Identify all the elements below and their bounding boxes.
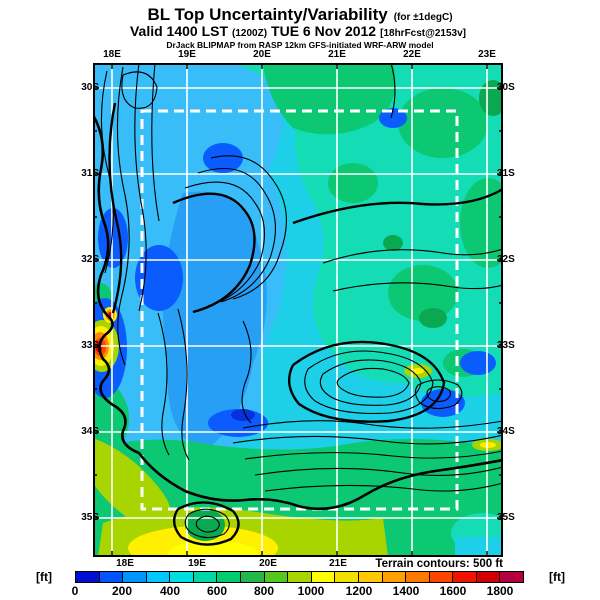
colorbar-cell — [193, 572, 218, 582]
colorbar-cell — [335, 572, 359, 582]
colorbar-tick-1600: 1600 — [439, 584, 467, 598]
colorbar-tick-1800: 1800 — [486, 584, 514, 598]
valid-time-line: Valid 1400 LST (1200Z) TUE 6 Nov 2012 [1… — [0, 23, 600, 39]
colorbar-tick-1200: 1200 — [345, 584, 373, 598]
colorbar-cell — [406, 572, 430, 582]
colorbar-cell — [170, 572, 194, 582]
bottom-tick-18e: 18E — [116, 558, 134, 569]
terrain-contour-note: Terrain contours: 500 ft — [375, 558, 503, 570]
colorbar-tick-600: 600 — [206, 584, 228, 598]
field-fill-regions — [83, 63, 516, 570]
valid-prefix: Valid 1400 LST — [129, 23, 229, 39]
forecast-tag: [18hrFcst@2153v] — [380, 28, 467, 39]
colorbar-tick-400: 400 — [159, 584, 181, 598]
top-tick-23e: 23E — [478, 49, 496, 60]
right-tick-32s: 32S — [497, 254, 515, 265]
lat-lon-grid — [93, 63, 503, 557]
title-qualifier: (for ±1degC) — [393, 12, 453, 23]
valid-date: TUE 6 Nov 2012 — [271, 23, 377, 39]
bottom-tick-19e: 19E — [188, 558, 206, 569]
colorbar-cell — [76, 572, 100, 582]
colorbar-cell — [241, 572, 265, 582]
init-time: (1200Z) — [232, 28, 268, 39]
axis-tick-marks — [93, 63, 503, 557]
colorbar-cell — [453, 572, 477, 582]
colorbar-tick-1000: 1000 — [297, 584, 325, 598]
colorbar-cell — [217, 572, 242, 582]
colorbar-tick-200: 200 — [111, 584, 133, 598]
colorbar-cell — [358, 572, 383, 582]
colorbar-tick-0: 0 — [71, 584, 79, 598]
colorbar-cells — [75, 571, 524, 583]
left-tick-34s: 34S — [81, 426, 99, 437]
terrain-contours — [100, 62, 504, 539]
map-border — [93, 63, 503, 557]
colorbar-cell — [429, 572, 454, 582]
colorbar-unit-right: [ft] — [549, 570, 565, 584]
top-tick-20e: 20E — [253, 49, 271, 60]
domain-dashed-box — [140, 109, 459, 511]
right-tick-31s: 31S — [497, 168, 515, 179]
top-tick-21e: 21E — [328, 49, 346, 60]
colorbar-cell — [264, 572, 289, 582]
left-tick-35s: 35S — [81, 512, 99, 523]
top-tick-22e: 22E — [403, 49, 421, 60]
coastline-path — [91, 114, 504, 511]
colorbar-cell — [123, 572, 147, 582]
top-tick-19e: 19E — [178, 49, 196, 60]
right-tick-35s: 35S — [497, 512, 515, 523]
left-tick-30s: 30S — [81, 82, 99, 93]
colorbar-cell — [99, 572, 124, 582]
colorbar-cell — [288, 572, 312, 582]
plot-title: BL Top Uncertainty/Variability (for ±1de… — [0, 5, 600, 25]
model-credit-line: DrJack BLIPMAP from RASP 12km GFS-initia… — [166, 40, 434, 50]
right-tick-33s: 33S — [497, 340, 515, 351]
map-canvas — [83, 62, 516, 570]
colorbar-tick-1400: 1400 — [392, 584, 420, 598]
right-tick-34s: 34S — [497, 426, 515, 437]
terrain-contours-heavy — [108, 102, 504, 546]
colorbar-cell — [311, 572, 336, 582]
title-main: BL Top Uncertainty/Variability — [147, 5, 388, 24]
colorbar-cell — [146, 572, 171, 582]
colorbar-cell — [500, 572, 523, 582]
left-tick-31s: 31S — [81, 168, 99, 179]
top-tick-18e: 18E — [103, 49, 121, 60]
colorbar-cell — [476, 572, 501, 582]
bottom-tick-21e: 21E — [329, 558, 347, 569]
colorbar-tick-800: 800 — [253, 584, 275, 598]
right-tick-30s: 30S — [497, 82, 515, 93]
left-tick-32s: 32S — [81, 254, 99, 265]
map-plot-area — [83, 62, 516, 570]
colorbar-cell — [382, 572, 407, 582]
colorbar-unit-left: [ft] — [36, 570, 52, 584]
left-tick-33s: 33S — [81, 340, 99, 351]
bottom-tick-20e: 20E — [259, 558, 277, 569]
